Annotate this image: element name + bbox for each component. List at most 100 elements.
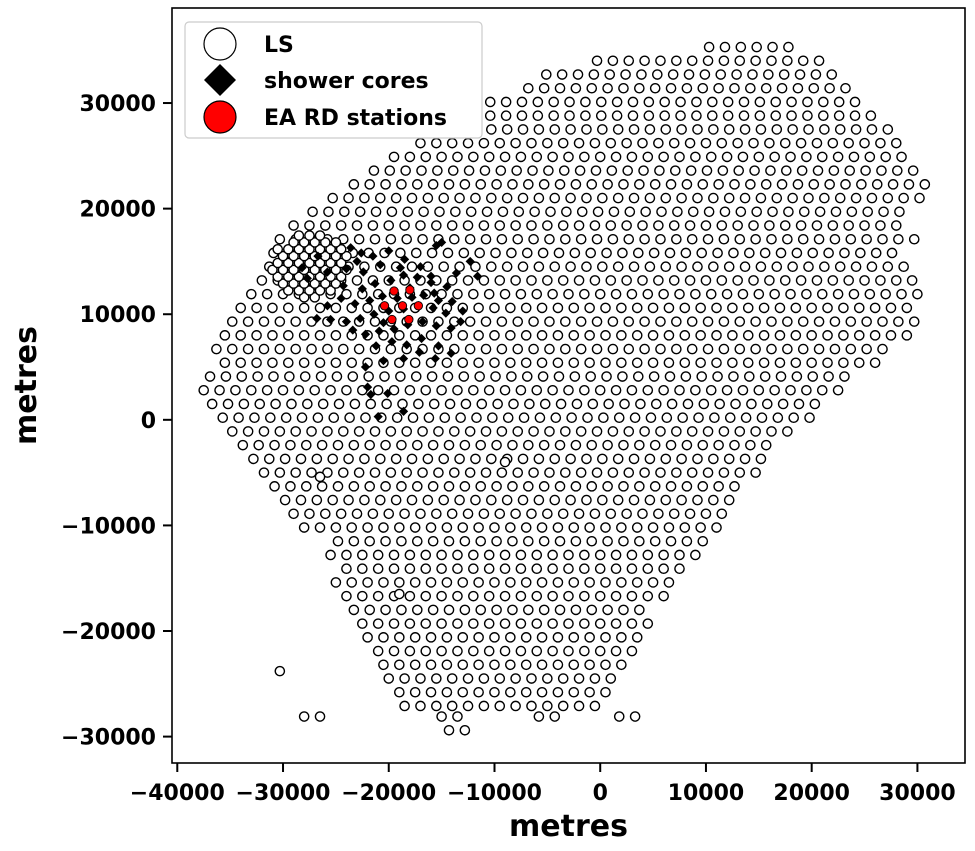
ls-point — [690, 288, 701, 300]
ls-point — [612, 124, 624, 135]
ls-point — [631, 522, 643, 533]
ls-point — [362, 632, 373, 643]
ls-point — [544, 316, 555, 327]
ls-point — [354, 206, 366, 218]
ls-point — [658, 151, 669, 163]
ls-point — [658, 288, 669, 300]
ls-point — [560, 426, 571, 437]
shower-core-point — [398, 270, 409, 280]
ls-point — [748, 220, 759, 231]
ls-point — [700, 508, 712, 520]
ls-point — [542, 137, 553, 149]
ls-point — [686, 343, 698, 355]
ls-point — [690, 151, 701, 163]
ls-point — [452, 563, 463, 575]
ls-point — [665, 481, 677, 492]
legend-ls-label: LS — [264, 33, 294, 58]
ls-point — [463, 165, 475, 176]
ls-point — [554, 439, 566, 451]
ls-point — [643, 110, 655, 122]
ls-point — [785, 288, 796, 300]
ls-point — [806, 330, 817, 341]
ls-point — [591, 343, 603, 355]
ls-point — [436, 384, 447, 396]
shower-core-point — [368, 251, 378, 261]
shower-core-point — [371, 341, 381, 351]
shower-core-point — [313, 251, 323, 261]
ls-point — [589, 673, 601, 684]
ls-point — [750, 233, 761, 245]
ls-point — [517, 261, 529, 273]
ls-point — [701, 165, 713, 176]
ls-point — [283, 302, 294, 314]
ls-point — [549, 494, 561, 506]
shower-core-point — [407, 292, 417, 302]
ls-point — [542, 508, 553, 520]
ls-point — [396, 604, 407, 616]
ls-point — [750, 343, 761, 355]
ls-point — [557, 673, 569, 684]
ls-point — [760, 82, 772, 94]
ls-point — [436, 590, 447, 602]
ls-point — [426, 247, 438, 259]
ls-point — [459, 535, 471, 547]
ls-point — [832, 151, 844, 163]
ls-point — [283, 285, 294, 296]
ls-point — [876, 165, 887, 176]
ls-point — [827, 137, 839, 149]
ls-point — [506, 247, 517, 259]
ls-point — [478, 275, 490, 286]
ls-point — [386, 206, 398, 218]
ls-point — [410, 247, 422, 259]
ls-point — [568, 522, 580, 533]
ls-point — [866, 192, 878, 204]
ls-point — [454, 261, 465, 273]
ls-point — [696, 371, 708, 382]
ls-point — [364, 179, 376, 190]
ls-point — [390, 494, 402, 506]
ls-point — [833, 96, 845, 108]
ls-point — [428, 398, 440, 410]
ls-point — [806, 357, 817, 369]
ls-point — [592, 206, 604, 218]
ls-point — [441, 577, 453, 588]
ls-point — [396, 179, 407, 190]
ls-point — [663, 330, 675, 341]
ls-point — [671, 55, 682, 67]
ls-point — [425, 577, 437, 588]
ls-point — [494, 700, 506, 712]
ls-point — [912, 288, 923, 300]
ls-point — [533, 494, 545, 506]
ls-point — [495, 165, 507, 176]
ls-point — [431, 508, 442, 520]
ls-point — [649, 179, 661, 190]
ls-point — [222, 398, 234, 410]
ls-point — [394, 577, 405, 588]
ls-point — [470, 261, 481, 273]
ls-point — [288, 508, 299, 520]
ls-point — [353, 426, 365, 437]
ls-point — [415, 508, 426, 520]
ls-point — [547, 549, 558, 561]
ls-point — [664, 247, 676, 259]
ls-point — [468, 384, 479, 396]
ls-point — [595, 96, 607, 108]
ls-point — [512, 426, 524, 437]
ls-point — [600, 522, 611, 533]
ls-point — [359, 453, 370, 465]
ls-point — [399, 673, 410, 684]
ls-point — [410, 371, 422, 382]
ls-point — [407, 412, 419, 424]
ls-point — [573, 673, 585, 684]
x-axis-label: metres — [509, 809, 628, 844]
ls-point — [505, 302, 516, 314]
ls-point — [819, 261, 830, 273]
ls-point — [343, 192, 354, 204]
ls-point — [383, 508, 395, 520]
ls-point — [585, 247, 597, 259]
ls-point — [564, 110, 575, 122]
ls-point — [521, 247, 533, 259]
ls-point — [554, 179, 566, 190]
ls-point — [547, 384, 558, 396]
shower-core-point — [336, 293, 346, 303]
